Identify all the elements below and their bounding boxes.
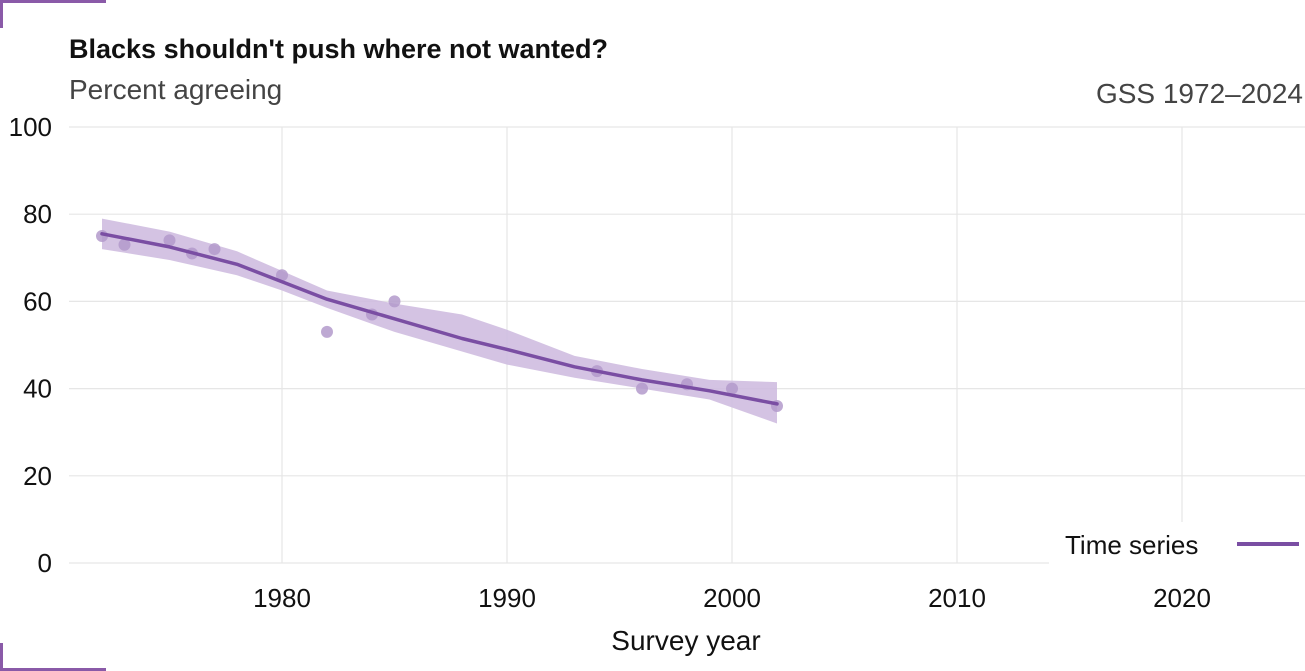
x-tick-label: 2010 <box>928 583 986 613</box>
y-tick-label: 20 <box>23 461 52 491</box>
y-tick-label: 60 <box>23 286 52 316</box>
data-point <box>726 382 738 395</box>
data-point <box>321 325 333 338</box>
x-axis-title: Survey year <box>611 625 760 656</box>
y-tick-label: 80 <box>23 199 52 229</box>
y-tick-label: 100 <box>9 112 52 142</box>
chart-title: Blacks shouldn't push where not wanted? <box>69 34 608 64</box>
chart-subtitle: Percent agreeing <box>69 74 283 105</box>
confidence-band-group <box>102 218 777 424</box>
tick-labels-group: 0 20 40 60 80 100 1980 1990 2000 2010 2020 <box>9 112 1211 613</box>
data-point <box>163 234 176 247</box>
confidence-band <box>102 218 777 424</box>
x-tick-label: 1990 <box>478 583 536 613</box>
legend: Time series <box>1049 522 1305 568</box>
legend-swatch <box>1237 542 1299 546</box>
x-tick-label: 2000 <box>703 583 761 613</box>
y-tick-label: 0 <box>38 548 52 578</box>
grid-lines <box>69 126 1305 564</box>
data-point <box>276 269 288 282</box>
trend-line-group <box>100 232 779 406</box>
x-tick-label: 1980 <box>253 583 311 613</box>
x-tick-label: 2020 <box>1153 583 1211 613</box>
data-source-label: GSS 1972–2024 <box>1095 78 1303 109</box>
data-point <box>636 382 648 395</box>
frame-corner-bottom <box>0 643 106 671</box>
data-point <box>208 243 221 256</box>
trend-line <box>100 232 779 406</box>
y-tick-label: 40 <box>23 374 52 404</box>
data-point <box>388 295 401 308</box>
legend-label: Time series <box>1065 530 1199 560</box>
frame-corner-top <box>0 0 106 28</box>
data-point <box>118 238 131 251</box>
